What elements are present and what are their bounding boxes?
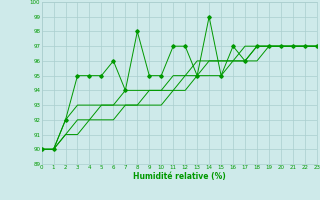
X-axis label: Humidité relative (%): Humidité relative (%) — [133, 172, 226, 181]
